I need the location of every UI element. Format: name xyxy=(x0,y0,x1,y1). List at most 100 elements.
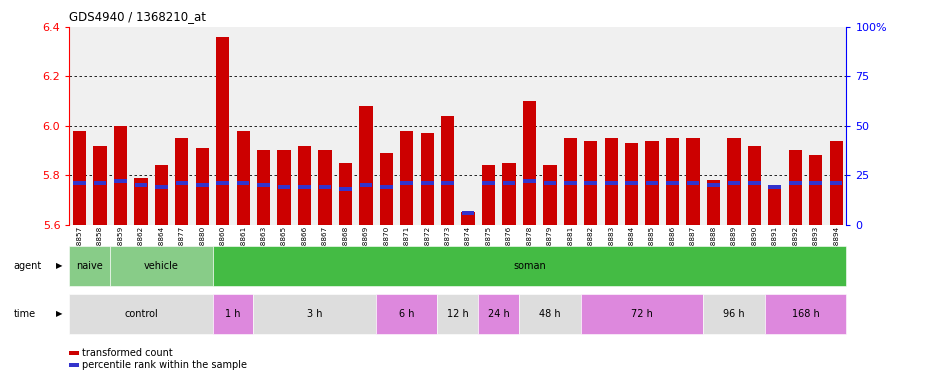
Bar xyxy=(176,181,188,185)
Bar xyxy=(359,106,373,225)
Bar xyxy=(478,294,519,334)
Bar xyxy=(380,185,392,189)
Bar xyxy=(519,294,581,334)
Bar xyxy=(253,294,376,334)
Bar xyxy=(686,181,699,185)
Text: 12 h: 12 h xyxy=(447,309,469,319)
Bar xyxy=(216,37,229,225)
Bar xyxy=(339,187,352,191)
Bar xyxy=(563,138,577,225)
Bar xyxy=(401,131,413,225)
Bar xyxy=(298,146,311,225)
Text: 1 h: 1 h xyxy=(225,309,241,319)
Bar xyxy=(421,133,434,225)
Text: percentile rank within the sample: percentile rank within the sample xyxy=(82,360,247,370)
Bar xyxy=(69,294,213,334)
Bar xyxy=(605,138,618,225)
Bar xyxy=(318,151,331,225)
Bar xyxy=(747,146,761,225)
Bar xyxy=(524,179,536,183)
Bar xyxy=(73,181,86,185)
Bar xyxy=(748,181,760,185)
Bar xyxy=(585,181,598,185)
Bar xyxy=(73,131,86,225)
Bar xyxy=(278,185,290,189)
Text: vehicle: vehicle xyxy=(144,261,179,271)
Bar xyxy=(114,179,127,183)
Bar xyxy=(789,151,802,225)
Text: ▶: ▶ xyxy=(56,262,62,270)
Bar xyxy=(462,211,475,215)
Bar xyxy=(605,181,618,185)
Bar xyxy=(237,181,250,185)
Bar xyxy=(523,101,536,225)
Text: 24 h: 24 h xyxy=(487,309,510,319)
Bar xyxy=(585,141,598,225)
Bar xyxy=(768,187,782,225)
Bar xyxy=(155,185,167,189)
Text: naive: naive xyxy=(77,261,104,271)
Bar xyxy=(421,181,434,185)
Bar xyxy=(298,185,311,189)
Bar xyxy=(462,212,475,225)
Text: 3 h: 3 h xyxy=(307,309,323,319)
Text: 168 h: 168 h xyxy=(792,309,820,319)
Bar xyxy=(482,166,495,225)
Text: 48 h: 48 h xyxy=(539,309,561,319)
Text: ▶: ▶ xyxy=(56,310,62,318)
Bar xyxy=(765,294,846,334)
Bar xyxy=(769,185,781,189)
Bar xyxy=(441,116,454,225)
Bar xyxy=(809,181,822,185)
Bar xyxy=(544,181,556,185)
Text: 72 h: 72 h xyxy=(631,309,653,319)
Bar xyxy=(278,151,290,225)
Bar xyxy=(257,183,270,187)
Bar xyxy=(625,181,638,185)
Bar xyxy=(114,126,127,225)
Bar xyxy=(581,294,703,334)
Bar xyxy=(438,294,478,334)
Bar xyxy=(482,181,495,185)
Bar xyxy=(257,151,270,225)
Bar xyxy=(646,141,659,225)
Bar xyxy=(703,294,765,334)
Bar xyxy=(195,148,209,225)
Bar xyxy=(666,138,679,225)
Text: 96 h: 96 h xyxy=(723,309,745,319)
Text: time: time xyxy=(14,309,36,319)
Bar xyxy=(318,185,331,189)
Text: 6 h: 6 h xyxy=(399,309,414,319)
Bar xyxy=(154,166,168,225)
Text: transformed count: transformed count xyxy=(82,348,173,358)
Bar xyxy=(564,181,576,185)
Bar xyxy=(376,294,438,334)
Bar xyxy=(213,246,846,286)
Bar xyxy=(646,181,659,185)
Bar xyxy=(213,294,253,334)
Bar xyxy=(728,181,740,185)
Bar xyxy=(379,153,393,225)
Bar xyxy=(707,183,720,187)
Bar xyxy=(93,181,106,185)
Text: control: control xyxy=(124,309,158,319)
Bar xyxy=(789,181,802,185)
Bar xyxy=(216,181,229,185)
Text: GDS4940 / 1368210_at: GDS4940 / 1368210_at xyxy=(69,10,206,23)
Bar xyxy=(441,181,454,185)
Bar xyxy=(625,143,638,225)
Text: agent: agent xyxy=(14,261,43,271)
Bar xyxy=(134,178,148,225)
Bar xyxy=(401,181,413,185)
Text: soman: soman xyxy=(513,261,546,271)
Bar xyxy=(196,183,209,187)
Bar xyxy=(686,138,699,225)
Bar xyxy=(543,166,557,225)
Bar xyxy=(502,181,515,185)
Bar xyxy=(339,163,352,225)
Bar xyxy=(502,163,515,225)
Bar xyxy=(727,138,741,225)
Bar xyxy=(360,183,372,187)
Bar xyxy=(110,246,213,286)
Bar xyxy=(666,181,679,185)
